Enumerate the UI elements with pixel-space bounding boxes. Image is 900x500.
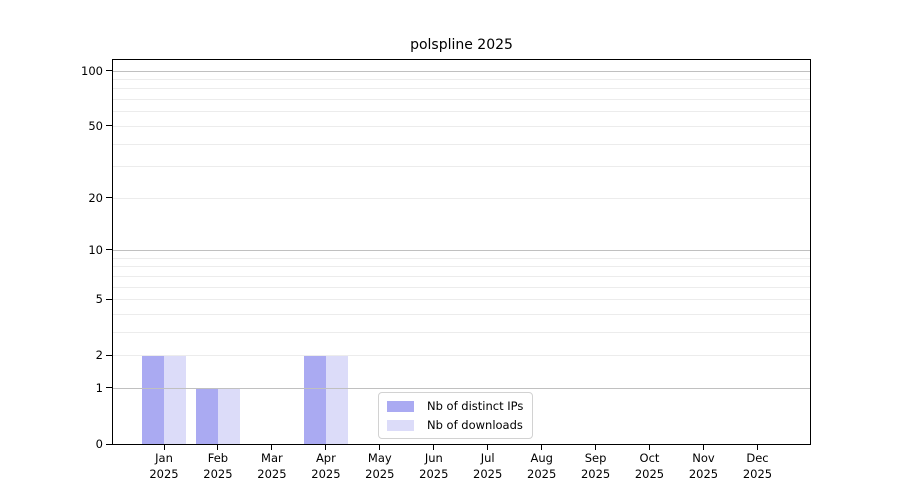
chart-title: polspline 2025 (410, 37, 513, 53)
y-axis-tick-100 (106, 70, 112, 71)
legend-label-distinct-ips: Nb of distinct IPs (427, 399, 524, 413)
x-axis-tick-dec (757, 445, 758, 450)
x-axis-tick-jul (487, 445, 489, 450)
y-axis-label-20: 20 (88, 190, 103, 205)
gridline-minor-4 (113, 313, 810, 315)
y-axis-tick-5 (106, 298, 112, 300)
x-axis-label-month: Feb (207, 451, 229, 465)
gridline-minor-40 (113, 143, 810, 145)
x-axis-label-year: 2025 (634, 466, 665, 481)
x-axis-label-feb: Feb 2025 (190, 451, 246, 482)
x-axis-label-jan: Jan 2025 (136, 451, 192, 482)
x-axis-label-month: Jan (155, 451, 173, 465)
gridline-minor-3 (113, 331, 810, 333)
x-axis-label-year: 2025 (419, 466, 449, 481)
gridline-minor-8 (113, 266, 810, 268)
gridline-minor-20 (113, 197, 810, 199)
bar-nb-of-distinct-ips-apr (303, 355, 326, 444)
x-axis-tick-apr (325, 445, 327, 450)
plot-area: Nb of distinct IPs Nb of downloads (112, 59, 811, 445)
gridline-major-10 (113, 249, 810, 251)
x-axis-label-year: 2025 (257, 466, 287, 481)
y-axis-label-50: 50 (88, 118, 103, 133)
gridline-minor-80 (113, 88, 810, 90)
bar-nb-of-distinct-ips-jan (142, 355, 164, 444)
x-axis-label-month: Jul (480, 451, 495, 465)
bar-nb-of-distinct-ips-feb (195, 387, 218, 444)
legend-swatch-downloads (387, 419, 414, 431)
y-axis-label-1: 1 (95, 380, 103, 395)
y-axis-label-100: 100 (81, 63, 103, 78)
y-axis-tick-20 (106, 197, 112, 199)
x-axis-label-year: 2025 (203, 466, 233, 481)
x-axis-tick-oct (649, 445, 650, 450)
y-axis-label-2: 2 (95, 348, 103, 363)
x-axis-label-mar: Mar 2025 (244, 451, 300, 482)
x-axis-label-year: 2025 (688, 466, 719, 481)
x-axis-label-may: May 2025 (352, 451, 408, 482)
x-axis-label-apr: Apr 2025 (298, 451, 354, 482)
y-axis-tick-10 (106, 249, 112, 251)
gridline-major-100 (113, 70, 810, 72)
x-axis-label-jun: Jun 2025 (406, 451, 462, 482)
legend-label-downloads: Nb of downloads (427, 418, 523, 432)
x-axis-label-year: 2025 (311, 466, 341, 481)
gridline-minor-50 (113, 125, 810, 127)
x-axis-label-jul: Jul 2025 (460, 451, 516, 482)
x-axis-label-sep: Sep 2025 (568, 451, 624, 482)
x-axis-tick-aug (541, 445, 543, 450)
y-axis-tick-2 (106, 354, 112, 356)
legend: Nb of distinct IPs Nb of downloads (378, 392, 534, 439)
x-axis-tick-jan (163, 445, 165, 450)
x-axis-label-month: Dec (746, 451, 769, 465)
gridline-major-1 (113, 387, 810, 389)
x-axis-label-month: Jun (424, 451, 443, 465)
gridline-minor-7 (113, 275, 810, 277)
bar-nb-of-downloads-jan (164, 355, 186, 444)
bar-nb-of-downloads-feb (217, 387, 240, 444)
legend-item-distinct-ips: Nb of distinct IPs (387, 398, 523, 414)
x-axis-label-nov: Nov 2025 (676, 451, 732, 482)
gridline-minor-2 (113, 355, 810, 357)
x-axis-label-dec: Dec 2025 (730, 451, 786, 482)
gridline-minor-90 (113, 78, 810, 80)
x-axis-label-month: May (367, 451, 392, 465)
x-axis-tick-feb (217, 445, 219, 450)
gridline-minor-30 (113, 166, 810, 168)
y-axis-tick-0 (106, 443, 112, 445)
y-axis-tick-1 (106, 387, 112, 389)
x-axis-label-month: Mar (261, 451, 283, 465)
x-axis-label-month: Apr (315, 451, 336, 465)
x-axis-label-month: Aug (530, 451, 553, 465)
gridline-minor-6 (113, 286, 810, 288)
x-axis-label-month: Oct (639, 451, 660, 465)
x-axis-label-year: 2025 (527, 466, 557, 481)
y-axis-label-10: 10 (88, 242, 103, 257)
legend-item-downloads: Nb of downloads (387, 417, 523, 433)
gridline-minor-60 (113, 111, 810, 113)
x-axis-label-aug: Aug 2025 (514, 451, 570, 482)
x-axis-label-year: 2025 (365, 466, 395, 481)
x-axis-tick-may (379, 445, 381, 450)
x-axis-label-month: Nov (692, 451, 715, 465)
x-axis-tick-mar (271, 445, 273, 450)
gridline-minor-5 (113, 299, 810, 300)
x-axis-tick-jun (433, 445, 435, 450)
x-axis-label-year: 2025 (742, 466, 773, 481)
x-axis-label-year: 2025 (473, 466, 503, 481)
y-axis-label-0: 0 (95, 437, 103, 451)
x-axis-tick-sep (595, 445, 597, 450)
y-axis-label-5: 5 (95, 292, 103, 306)
y-axis-tick-50 (106, 125, 112, 127)
x-axis-label-year: 2025 (580, 466, 611, 481)
gridline-minor-9 (113, 257, 810, 259)
legend-swatch-distinct-ips (387, 400, 414, 412)
x-axis-label-year: 2025 (149, 466, 179, 481)
bar-nb-of-downloads-apr (325, 355, 348, 444)
x-axis-tick-nov (703, 445, 704, 450)
gridline-minor-70 (113, 99, 810, 100)
x-axis-label-oct: Oct 2025 (622, 451, 678, 482)
x-axis-label-month: Sep (584, 451, 607, 465)
